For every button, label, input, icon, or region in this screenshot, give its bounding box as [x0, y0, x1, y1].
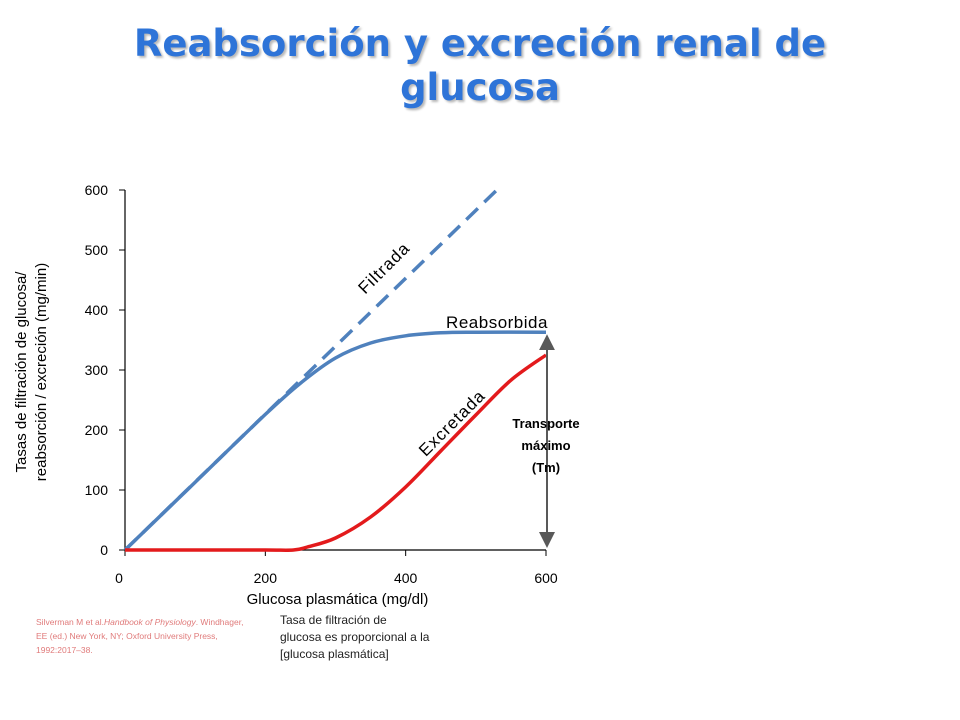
series-label-reabsorbida: Reabsorbida	[446, 313, 548, 332]
x-tick-label: 600	[534, 570, 558, 586]
series-line-reabsorbida	[123, 330, 547, 552]
title-line-2: glucosa	[400, 66, 560, 109]
series-label-filtrada: Filtrada	[355, 239, 414, 298]
y-tick-label: 500	[85, 242, 109, 258]
y-tick-label: 0	[100, 542, 108, 558]
y-tick-label: 400	[85, 302, 109, 318]
y-axis-title: Tasas de filtración de glucosa/reabsorci…	[13, 263, 50, 481]
tm-label-line: Transporte	[512, 416, 579, 431]
filtration-note: Tasa de filtración de glucosa es proporc…	[280, 613, 430, 661]
x-axis-title: Glucosa plasmática (mg/dl)	[247, 591, 429, 608]
slide-title: Reabsorción y excreción renal de glucosa	[0, 22, 960, 110]
tm-label-line: (Tm)	[532, 460, 560, 475]
y-tick-label: 300	[85, 362, 109, 378]
x-tick-label: 400	[394, 570, 418, 586]
series-label-excretada: Excretada	[415, 386, 489, 460]
y-tick-label: 100	[85, 482, 109, 498]
citation-authors: Silverman M et al.	[36, 617, 105, 627]
tm-label-line: máximo	[521, 438, 570, 453]
y-axis-title-line: Tasas de filtración de glucosa/	[13, 271, 30, 473]
y-axis-title-line: reabsorción / excreción (mg/min)	[33, 263, 50, 481]
x-tick-label: 200	[254, 570, 278, 586]
title-line-1: Reabsorción y excreción renal de	[133, 22, 827, 65]
citation-publisher: . Windhager, EE (ed.) New York, NY; Oxfo…	[36, 617, 244, 655]
y-tick-label: 600	[85, 182, 109, 198]
citation-book: Handbook of Physiology	[104, 617, 196, 627]
y-tick-label: 200	[85, 422, 109, 438]
series-line-filtrada	[123, 188, 499, 552]
citation: Silverman M et al.Handbook of Physiology…	[36, 615, 246, 657]
x-tick-label: 0	[115, 570, 123, 586]
series-line-excretada	[124, 353, 548, 552]
